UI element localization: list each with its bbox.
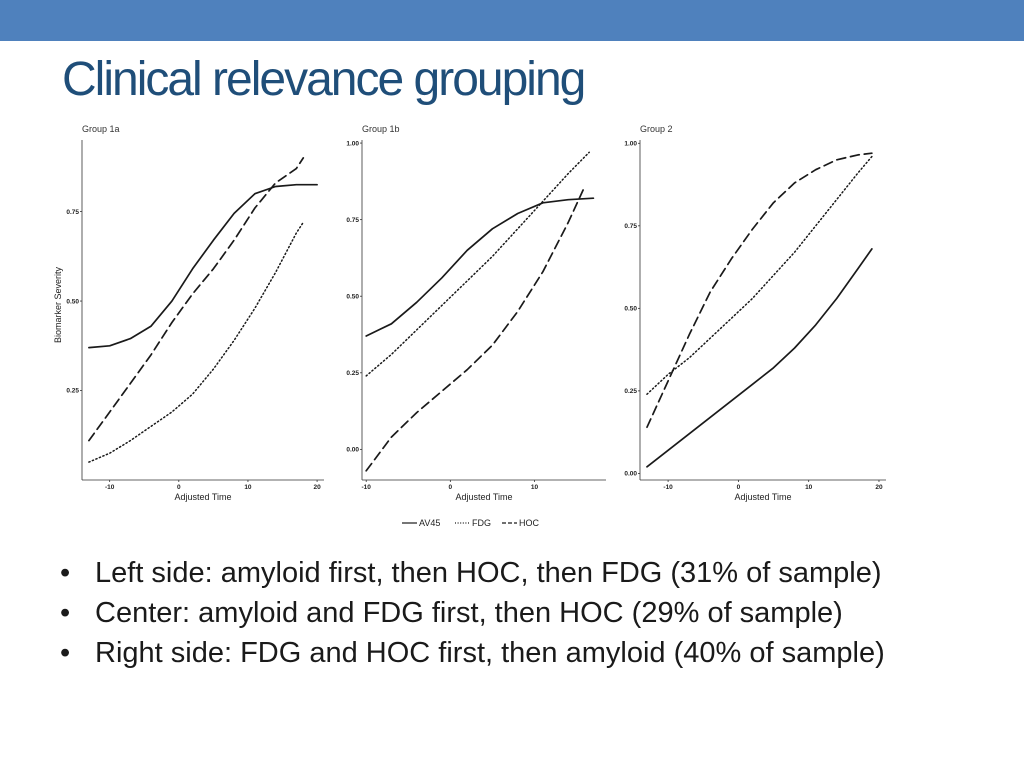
- legend-label-fdg: FDG: [472, 518, 491, 528]
- chart-panel-2: Group 1b 0.00 0.25 0.50 0.75 1.00 -10 0 10 Adjust…: [346, 124, 606, 502]
- x-tick-label: 10: [244, 484, 252, 491]
- chart-panel-3: Group 2 0.00 0.25 0.50 0.75 1.00 -10 0 10 20 Adjus…: [624, 124, 886, 502]
- x-axis-label: Adjusted Time: [734, 492, 791, 502]
- x-tick-label: 0: [737, 484, 741, 491]
- y-tick-label: 0.50: [624, 306, 637, 313]
- legend-label-av45: AV45: [419, 518, 440, 528]
- x-tick-label: 20: [313, 484, 321, 491]
- series-line-hoc: [646, 152, 873, 429]
- bullet-text: Center: amyloid and FDG first, then HOC …: [95, 597, 843, 629]
- y-tick-label: 0.25: [66, 388, 79, 395]
- y-tick-label: 0.75: [624, 223, 637, 230]
- bullet-marker: •: [60, 597, 71, 629]
- x-tick-label: -10: [362, 484, 372, 491]
- y-tick-label: 1.00: [346, 140, 359, 147]
- bullet-text: Right side: FDG and HOC first, then amyl…: [95, 637, 885, 669]
- y-tick-label: 0.50: [66, 298, 79, 305]
- series-line-av45: [365, 197, 595, 337]
- bullet-text: Left side: amyloid first, then HOC, then…: [95, 557, 882, 589]
- y-tick-label: 0.50: [346, 293, 359, 300]
- chart-legend: AV45 FDG HOC: [402, 518, 540, 528]
- legend-label-hoc: HOC: [519, 518, 540, 528]
- y-tick-label: 0.00: [624, 471, 637, 478]
- series-line-fdg: [88, 221, 305, 463]
- chart-title: Group 2: [640, 124, 673, 134]
- bullet-item-right: • Right side: FDG and HOC first, then am…: [60, 633, 1010, 673]
- bullet-item-center: • Center: amyloid and FDG first, then HO…: [60, 593, 1010, 633]
- series-line-hoc: [88, 157, 305, 442]
- x-tick-label: 10: [805, 484, 813, 491]
- series-line-hoc: [365, 185, 586, 472]
- series-line-av45: [646, 248, 873, 468]
- series-line-fdg: [365, 151, 590, 377]
- chart-title: Group 1a: [82, 124, 120, 134]
- y-tick-label: 1.00: [624, 141, 637, 148]
- y-axis-label: Biomarker Severity: [53, 266, 63, 343]
- chart-title: Group 1b: [362, 124, 400, 134]
- y-tick-label: 0.00: [346, 447, 359, 454]
- chart-panel-1: Group 1a 0.25 0.50 0.75 -10 0 10 20 Adjusted Tim…: [53, 124, 324, 502]
- y-tick-label: 0.75: [66, 209, 79, 216]
- bullet-marker: •: [60, 637, 71, 669]
- bullet-list: • Left side: amyloid first, then HOC, th…: [60, 553, 1010, 673]
- x-axis-label: Adjusted Time: [455, 492, 512, 502]
- slide-title: Clinical relevance grouping: [62, 53, 586, 106]
- y-tick-label: 0.25: [346, 370, 359, 377]
- bullet-marker: •: [60, 557, 71, 589]
- x-tick-label: 10: [531, 484, 539, 491]
- header-accent-bar: [0, 0, 1024, 41]
- biomarker-figure: Group 1a 0.25 0.50 0.75 -10 0 10 20 Adjusted Tim…: [53, 124, 886, 528]
- x-tick-label: 20: [875, 484, 883, 491]
- y-tick-label: 0.75: [346, 217, 359, 224]
- x-tick-label: 0: [177, 484, 181, 491]
- x-axis-label: Adjusted Time: [174, 492, 231, 502]
- series-line-fdg: [646, 155, 873, 395]
- bullet-item-left: • Left side: amyloid first, then HOC, th…: [60, 553, 1010, 593]
- y-tick-label: 0.25: [624, 388, 637, 395]
- x-tick-label: -10: [663, 484, 673, 491]
- x-tick-label: -10: [105, 484, 115, 491]
- x-tick-label: 0: [449, 484, 453, 491]
- series-line-av45: [88, 183, 318, 349]
